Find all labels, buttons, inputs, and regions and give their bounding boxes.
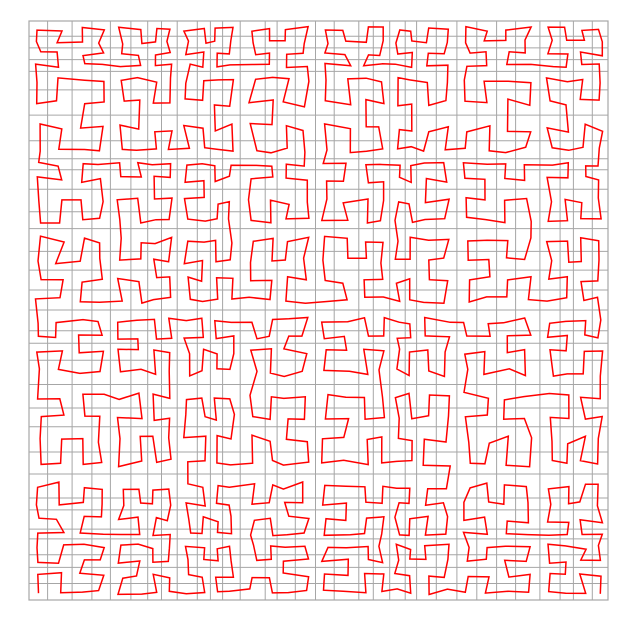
space-filling-curve [34,25,604,596]
curve-layer [34,25,604,596]
grid [29,21,608,600]
